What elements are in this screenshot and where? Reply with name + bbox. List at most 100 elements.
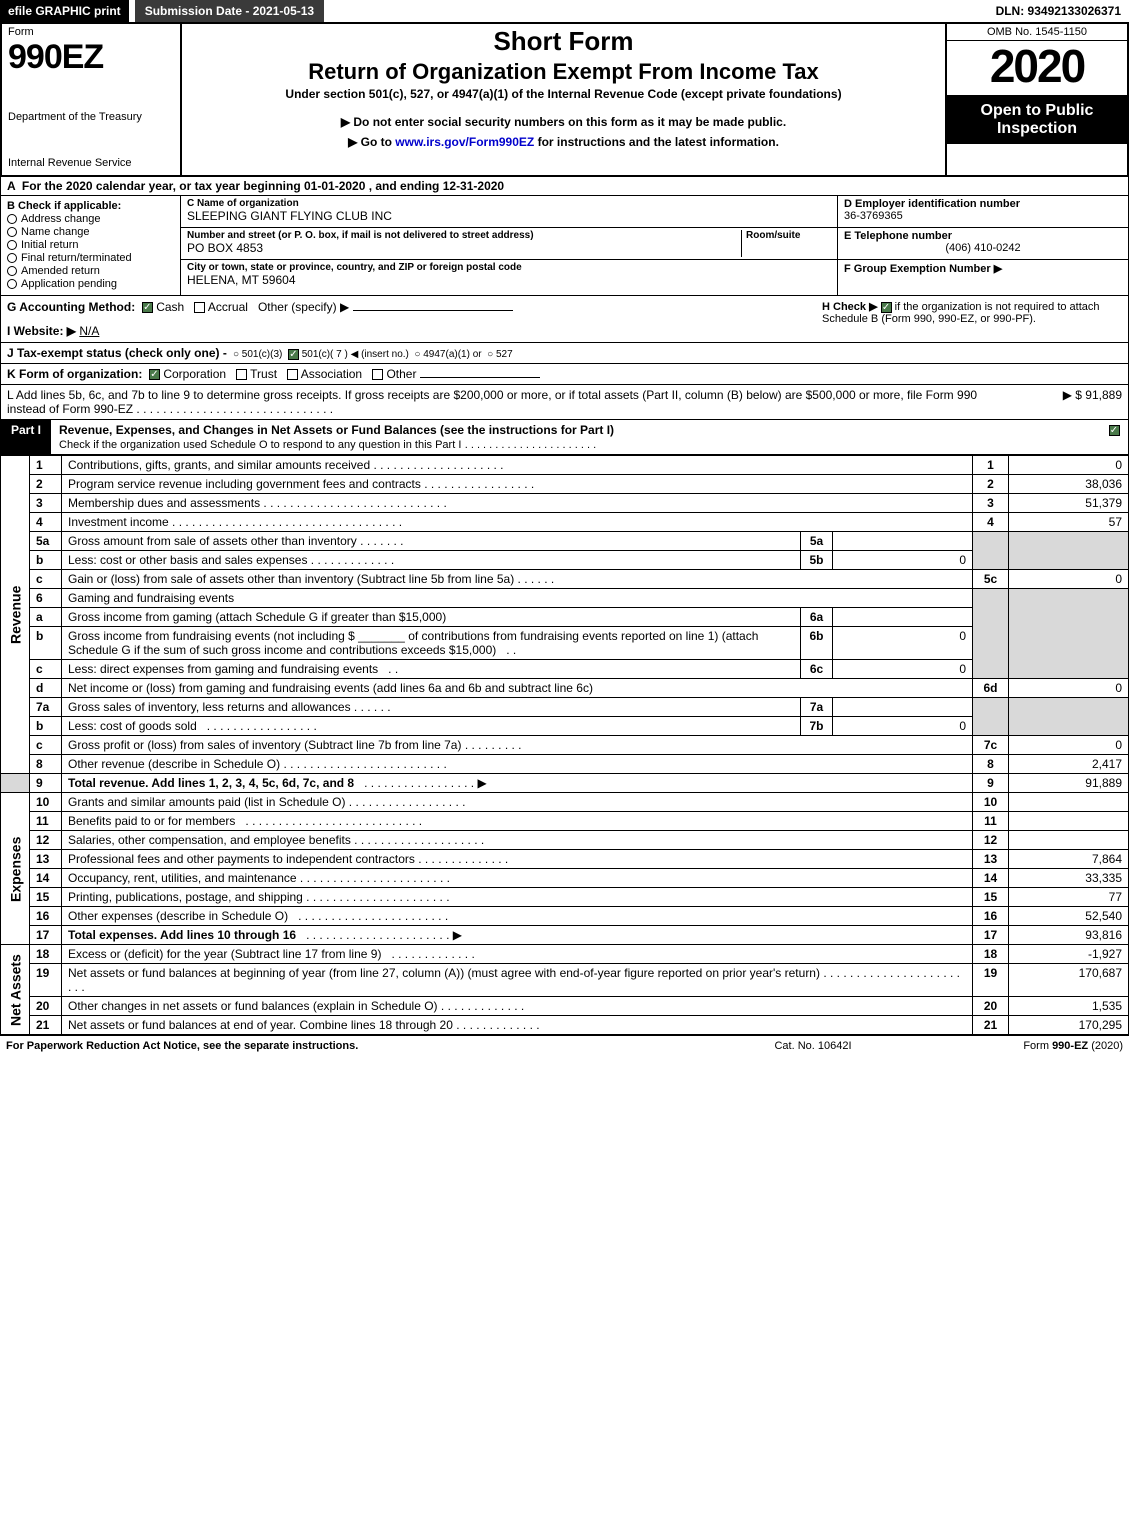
chk-h[interactable]: ✓ (881, 302, 892, 313)
chk-app-pending[interactable]: Application pending (7, 278, 174, 290)
addr-label: Number and street (or P. O. box, if mail… (187, 230, 741, 241)
amt-20: 1,535 (1009, 997, 1129, 1016)
line-i: I Website: ▶ N/A (7, 324, 822, 338)
chk-final-return[interactable]: Final return/terminated (7, 252, 174, 264)
goto-link[interactable]: ▶ Go to www.irs.gov/Form990EZ for instru… (190, 135, 937, 149)
chk-name-change[interactable]: Name change (7, 226, 174, 238)
part1-sub: Check if the organization used Schedule … (59, 439, 461, 451)
ein-value: 36-3769365 (844, 210, 1122, 222)
amt-14: 33,335 (1009, 869, 1129, 888)
amt-8: 2,417 (1009, 755, 1129, 774)
amt-10 (1009, 793, 1129, 812)
org-address: PO BOX 4853 (187, 241, 741, 255)
chk-assoc[interactable] (287, 369, 298, 380)
section-def: D Employer identification number 36-3769… (838, 196, 1128, 295)
tax-year: 2020 (947, 41, 1127, 96)
e-label: E Telephone number (844, 230, 1122, 242)
entity-block: B Check if applicable: Address change Na… (0, 196, 1129, 296)
amt-13: 7,864 (1009, 850, 1129, 869)
i-label: I Website: ▶ (7, 324, 76, 338)
top-bar: efile GRAPHIC print Submission Date - 20… (0, 0, 1129, 24)
org-city: HELENA, MT 59604 (187, 273, 831, 287)
section-b: B Check if applicable: Address change Na… (1, 196, 181, 295)
val-7b: 0 (833, 717, 973, 736)
line-a: A For the 2020 calendar year, or tax yea… (0, 177, 1129, 196)
part1-header: Part I Revenue, Expenses, and Changes in… (0, 420, 1129, 455)
short-form-title: Short Form (190, 26, 937, 57)
amt-16: 52,540 (1009, 907, 1129, 926)
chk-cash[interactable]: ✓ (142, 302, 153, 313)
amt-6d: 0 (1009, 679, 1129, 698)
line-h: H Check ▶ ✓ if the organization is not r… (822, 300, 1122, 338)
submission-date: Submission Date - 2021-05-13 (135, 0, 324, 22)
pra-notice: For Paperwork Reduction Act Notice, see … (6, 1040, 703, 1052)
chk-corp[interactable]: ✓ (149, 369, 160, 380)
amt-3: 51,379 (1009, 494, 1129, 513)
financial-table: Revenue 1Contributions, gifts, grants, a… (0, 455, 1129, 1035)
amt-4: 57 (1009, 513, 1129, 532)
l-amount: ▶ $ 91,889 (1012, 388, 1122, 416)
header-left: Form 990EZ Department of the Treasury In… (2, 24, 182, 175)
rev-section-label: Revenue (1, 456, 30, 774)
chk-part1[interactable]: ✓ (1109, 425, 1120, 436)
chk-amended[interactable]: Amended return (7, 265, 174, 277)
c-label: C Name of organization (187, 198, 831, 209)
chk-other[interactable] (372, 369, 383, 380)
section-c: C Name of organization SLEEPING GIANT FL… (181, 196, 838, 295)
part1-title: Revenue, Expenses, and Changes in Net As… (59, 423, 614, 437)
line-j: J Tax-exempt status (check only one) - ○… (0, 343, 1129, 364)
open-inspection: Open to Public Inspection (947, 96, 1127, 144)
na-section-label: Net Assets (1, 945, 30, 1035)
cat-no: Cat. No. 10642I (703, 1040, 923, 1052)
header-center: Short Form Return of Organization Exempt… (182, 24, 947, 175)
amt-7c: 0 (1009, 736, 1129, 755)
form-header: Form 990EZ Department of the Treasury In… (0, 24, 1129, 177)
chk-address-change[interactable]: Address change (7, 213, 174, 225)
amt-2: 38,036 (1009, 475, 1129, 494)
d-label: D Employer identification number (844, 198, 1122, 210)
chk-trust[interactable] (236, 369, 247, 380)
part1-tag: Part I (1, 420, 51, 454)
irs-link[interactable]: www.irs.gov/Form990EZ (395, 135, 534, 149)
amt-12 (1009, 831, 1129, 850)
amt-5c: 0 (1009, 570, 1129, 589)
irs-label: Internal Revenue Service (8, 157, 174, 169)
val-6b: 0 (833, 627, 973, 660)
dln-label: DLN: 93492133026371 (988, 0, 1129, 22)
amt-21: 170,295 (1009, 1016, 1129, 1035)
val-5b: 0 (833, 551, 973, 570)
chk-501c[interactable]: ✓ (288, 349, 299, 360)
form-word: Form (8, 26, 174, 38)
amt-17: 93,816 (1009, 926, 1129, 945)
under-section: Under section 501(c), 527, or 4947(a)(1)… (190, 87, 937, 101)
phone-value: (406) 410-0242 (844, 242, 1122, 254)
return-title: Return of Organization Exempt From Incom… (190, 59, 937, 85)
f-label: F Group Exemption Number ▶ (844, 262, 1122, 275)
line-a-text: For the 2020 calendar year, or tax year … (22, 179, 504, 193)
g-label: G Accounting Method: (7, 300, 135, 314)
line-g: G Accounting Method: ✓ Cash Accrual Othe… (7, 300, 822, 314)
b-title: B Check if applicable: (7, 200, 174, 212)
room-label: Room/suite (746, 230, 831, 241)
efile-label: efile GRAPHIC print (0, 0, 129, 22)
amt-1: 0 (1009, 456, 1129, 475)
form-ref: Form 990-EZ (2020) (923, 1040, 1123, 1052)
line-l: L Add lines 5b, 6c, and 7b to line 9 to … (0, 385, 1129, 420)
amt-19: 170,687 (1009, 964, 1129, 997)
website-value: N/A (79, 324, 99, 338)
method-block: G Accounting Method: ✓ Cash Accrual Othe… (0, 296, 1129, 343)
form-number: 990EZ (8, 38, 174, 77)
val-6c: 0 (833, 660, 973, 679)
amt-9: 91,889 (1009, 774, 1129, 793)
amt-15: 77 (1009, 888, 1129, 907)
org-name: SLEEPING GIANT FLYING CLUB INC (187, 209, 831, 223)
chk-accrual[interactable] (194, 302, 205, 313)
exp-section-label: Expenses (1, 793, 30, 945)
city-label: City or town, state or province, country… (187, 262, 831, 273)
chk-initial-return[interactable]: Initial return (7, 239, 174, 251)
ssn-note: ▶ Do not enter social security numbers o… (190, 115, 937, 129)
omb-number: OMB No. 1545-1150 (947, 24, 1127, 41)
footer: For Paperwork Reduction Act Notice, see … (0, 1035, 1129, 1056)
line-k: K Form of organization: ✓ Corporation Tr… (0, 364, 1129, 385)
amt-11 (1009, 812, 1129, 831)
